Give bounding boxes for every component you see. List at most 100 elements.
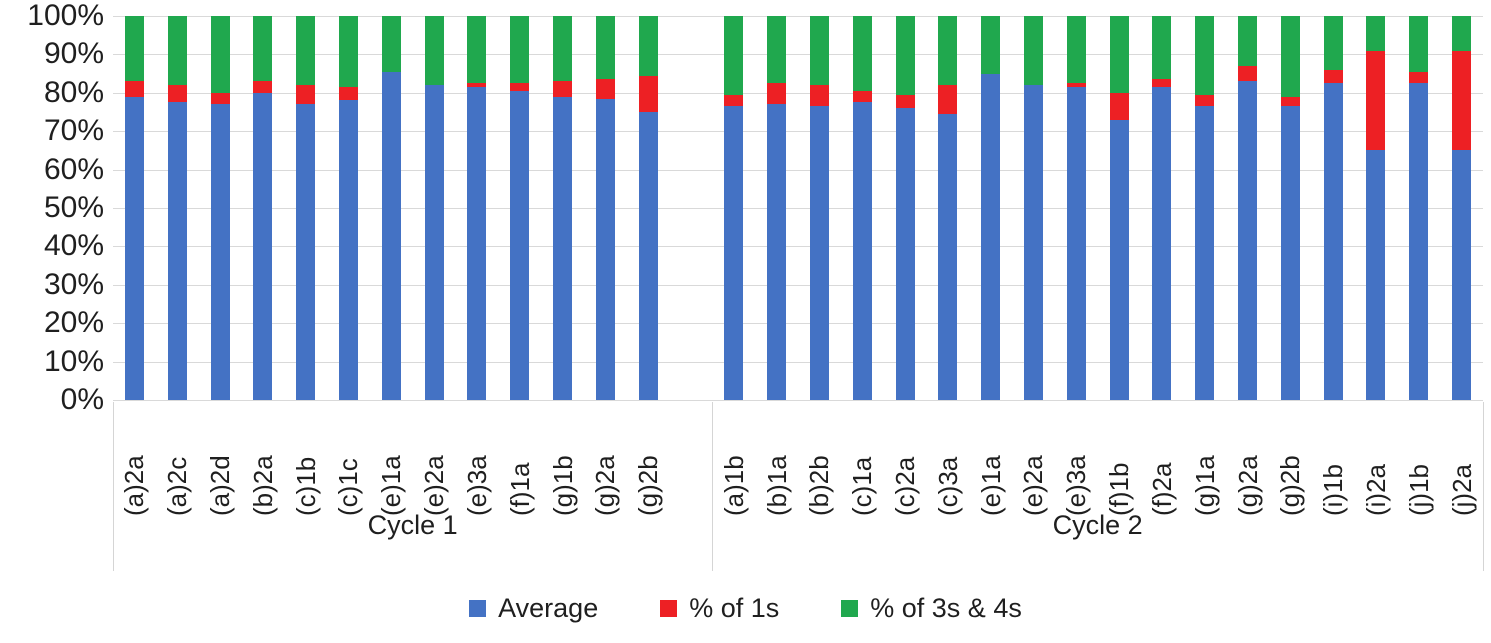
bar-segment-pct-1s — [938, 85, 958, 114]
bar-segment-pct-1s — [467, 83, 487, 88]
legend-item-pct-3s-4s: % of 3s & 4s — [841, 593, 1022, 624]
bar-segment-pct-1s — [553, 81, 573, 97]
bar-segment-average — [338, 100, 358, 400]
bar-(g)1a — [1195, 16, 1215, 400]
bar-segment-average — [895, 108, 915, 400]
group-label-cycle-2: Cycle 2 — [1052, 510, 1143, 540]
category-label: (g)1b — [547, 455, 578, 516]
category-label: (a)2d — [205, 455, 236, 516]
bar-segment-average — [1452, 150, 1472, 400]
bar-segment-pct-3s-4s — [381, 16, 401, 72]
bar-segment-pct-3s-4s — [124, 16, 144, 82]
category-label: (e)1a — [975, 455, 1006, 516]
bar-segment-pct-3s-4s — [724, 16, 744, 95]
bar-segment-pct-1s — [124, 81, 144, 97]
category-label: (f)2a — [1146, 462, 1177, 516]
bar-segment-average — [1023, 85, 1043, 400]
bar-segment-average — [1066, 87, 1086, 400]
gridline — [113, 131, 1483, 133]
bar-segment-average — [981, 73, 1001, 400]
bar-segment-pct-1s — [895, 94, 915, 109]
bar-segment-pct-3s-4s — [510, 16, 530, 84]
bar-segment-average — [424, 85, 444, 400]
y-axis-tick-label: 40% — [43, 229, 104, 263]
category-label: (c)1a — [847, 456, 878, 516]
bar-segment-pct-1s — [167, 85, 187, 103]
legend-label: % of 3s & 4s — [870, 593, 1022, 623]
bar-segment-pct-3s-4s — [1109, 16, 1129, 93]
bar-segment-pct-1s — [724, 94, 744, 107]
category-label: (a)2a — [119, 455, 150, 516]
bar-segment-pct-3s-4s — [1023, 16, 1043, 86]
bar-segment-pct-1s — [809, 85, 829, 107]
bar-segment-pct-1s — [1452, 50, 1472, 151]
bar-(f)2a — [1152, 16, 1172, 400]
bar-segment-pct-1s — [338, 87, 358, 101]
category-label: (g)1a — [1189, 455, 1220, 516]
bar-(g)2b — [1280, 16, 1300, 400]
plot-area — [113, 16, 1483, 401]
bar-segment-pct-3s-4s — [895, 16, 915, 95]
bar-(b)2b — [809, 16, 829, 400]
bar-segment-average — [510, 90, 530, 400]
category-label: (g)2b — [633, 455, 664, 516]
category-label: (i)1b — [1318, 463, 1349, 516]
category-label: (c)3a — [932, 456, 963, 516]
bar-segment-pct-3s-4s — [981, 16, 1001, 74]
legend-item-pct-1s: % of 1s — [660, 593, 779, 624]
bar-segment-pct-1s — [767, 83, 787, 105]
bar-(b)1a — [767, 16, 787, 400]
bar-(e)1a — [981, 16, 1001, 400]
category-label: (i)2a — [1360, 463, 1391, 516]
y-axis-tick-label: 100% — [27, 0, 104, 32]
bar-segment-average — [553, 96, 573, 400]
category-label: (g)2b — [1275, 455, 1306, 516]
category-label: (e)3a — [461, 455, 492, 516]
bar-(j)2a — [1452, 16, 1472, 400]
bar-segment-pct-1s — [1152, 79, 1172, 88]
bar-segment-pct-1s — [210, 92, 230, 105]
axis-band-border — [112, 402, 114, 571]
category-label: (b)2a — [247, 455, 278, 516]
bar-segment-pct-3s-4s — [1280, 16, 1300, 97]
bar-segment-pct-1s — [296, 85, 316, 105]
bar-(c)1c — [338, 16, 358, 400]
category-label: (c)1b — [290, 456, 321, 516]
category-label: (c)2a — [890, 456, 921, 516]
bar-segment-pct-3s-4s — [253, 16, 273, 82]
bar-(c)1a — [852, 16, 872, 400]
bar-segment-average — [1366, 150, 1386, 400]
y-axis-tick-label: 10% — [43, 344, 104, 378]
bar-(a)2a — [124, 16, 144, 400]
bar-(a)2c — [167, 16, 187, 400]
category-label: (e)1a — [376, 455, 407, 516]
bar-segment-average — [1195, 106, 1215, 400]
category-label: (b)1a — [761, 455, 792, 516]
bar-(j)1b — [1409, 16, 1429, 400]
bar-(g)1b — [553, 16, 573, 400]
average-swatch-icon — [469, 600, 487, 617]
gridline — [113, 246, 1483, 248]
bar-segment-pct-3s-4s — [1066, 16, 1086, 84]
category-label: (g)2a — [1232, 455, 1263, 516]
bar-segment-average — [167, 102, 187, 400]
gridline — [113, 400, 1483, 401]
bar-(e)2a — [1023, 16, 1043, 400]
bar-(e)1a — [381, 16, 401, 400]
bar-segment-average — [296, 104, 316, 400]
category-label: (j)2a — [1446, 463, 1477, 516]
pct-1s-swatch-icon — [660, 600, 678, 617]
bar-(a)1b — [724, 16, 744, 400]
bar-segment-pct-1s — [595, 79, 615, 99]
bar-segment-pct-3s-4s — [167, 16, 187, 86]
group-label-cycle-1: Cycle 1 — [367, 510, 458, 540]
bar-segment-pct-1s — [1109, 92, 1129, 120]
bar-segment-pct-3s-4s — [1452, 16, 1472, 51]
bar-(c)1b — [296, 16, 316, 400]
bar-segment-pct-1s — [1280, 96, 1300, 107]
bar-(i)2a — [1366, 16, 1386, 400]
category-label: (e)2a — [1018, 455, 1049, 516]
bar-segment-pct-3s-4s — [1152, 16, 1172, 80]
bar-segment-average — [938, 113, 958, 400]
